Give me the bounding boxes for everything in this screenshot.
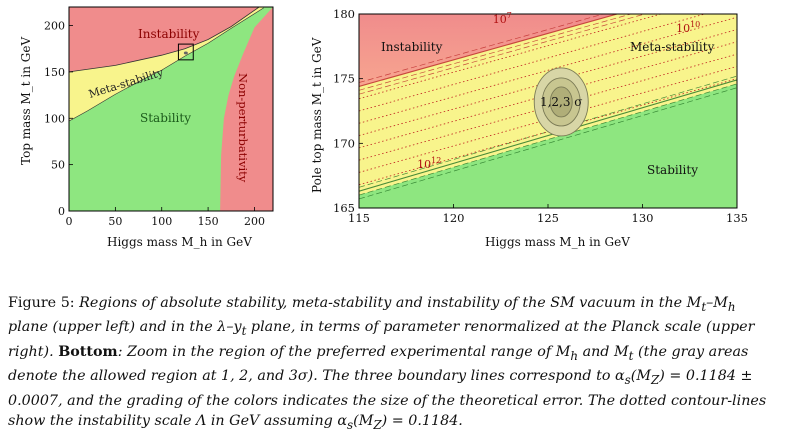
left-metastability-region — [69, 7, 264, 122]
left-y-tick-label: 50 — [51, 159, 65, 172]
right-x-axis-label: Higgs mass M_h in GeV — [485, 235, 630, 249]
right-y-tick-label: 170 — [333, 136, 355, 150]
right-error-ellipse — [533, 67, 589, 137]
left-zoom-box — [177, 43, 194, 61]
left-instability-region — [69, 7, 273, 72]
left-x-axis-label: Higgs mass M_h in GeV — [107, 235, 252, 249]
right-error-ellipse-label: 1,2,3 σ — [540, 95, 583, 109]
left-region-label-stability: Stability — [140, 111, 191, 125]
right-contour-label: 1012 — [417, 156, 441, 171]
right-axis-ticks: 115 120 125 130 135 165 170 175 180 — [333, 7, 748, 225]
left-x-tick-label: 50 — [108, 215, 122, 228]
right-boundary-line — [359, 75, 737, 188]
left-y-axis-label: Top mass M_t in GeV — [19, 37, 33, 165]
caption-label: Figure 5: — [8, 295, 75, 311]
right-contour-label: 107 — [493, 11, 512, 26]
right-contour-label: 1010 — [676, 20, 700, 35]
right-contour-line — [359, 16, 737, 124]
right-y-tick-label: 180 — [333, 7, 355, 21]
left-x-tick-label: 0 — [66, 215, 73, 228]
right-x-tick-label: 120 — [443, 211, 465, 225]
right-y-axis-label: Pole top mass M_t in GeV — [310, 37, 324, 193]
right-y-tick-label: 175 — [333, 72, 355, 86]
right-boundary-line — [359, 87, 737, 200]
right-sigma-ellipse — [549, 86, 573, 118]
left-y-tick-label: 100 — [44, 112, 65, 125]
right-boundary-line — [359, 14, 605, 83]
left-y-tick-label: 0 — [58, 205, 65, 218]
contour-label-exponent: 10 — [690, 20, 700, 29]
right-stability-region — [359, 83, 737, 208]
contour-label-exponent: 12 — [431, 156, 441, 165]
right-x-tick-label: 125 — [537, 211, 559, 225]
left-x-tick-label: 150 — [198, 215, 219, 228]
figure-caption: Figure 5: Regions of absolute stability,… — [8, 293, 780, 436]
left-stability-boundary — [69, 7, 264, 122]
left-y-tick-label: 150 — [44, 66, 65, 79]
caption-text: Regions of absolute stability, meta-stab… — [8, 295, 755, 360]
right-y-tick-label: 165 — [333, 201, 355, 215]
left-zoom-marker — [183, 51, 188, 55]
right-boundary-line — [359, 14, 620, 87]
left-instability-boundary — [69, 7, 260, 73]
left-x-tick-label: 200 — [244, 215, 265, 228]
contour-label-exponent: 7 — [507, 11, 512, 20]
contour-label-base: 10 — [493, 13, 507, 26]
right-x-tick-label: 130 — [632, 211, 654, 225]
right-contour-line — [359, 14, 707, 112]
right-x-tick-label: 115 — [348, 211, 370, 225]
left-plot-frame — [68, 6, 274, 212]
right-region-label-instability: Instability — [381, 40, 443, 54]
right-boundary-line — [359, 79, 737, 192]
caption-text-bottom: : Zoom in the region of the preferred ex… — [8, 343, 767, 433]
contour-label-base: 10 — [676, 22, 690, 35]
right-boundary-line — [359, 14, 633, 91]
left-region-label-nonperturbativity: Non-perturbativity — [236, 73, 250, 183]
left-y-tick-label: 200 — [44, 20, 65, 33]
left-axis-ticks: 0 50 100 150 200 0 50 100 150 200 — [44, 20, 265, 228]
left-x-tick-label: 100 — [151, 215, 172, 228]
contour-label-base: 10 — [417, 158, 431, 171]
right-x-tick-label: 135 — [726, 211, 748, 225]
right-region-label-metastability: Meta-stability — [630, 40, 715, 54]
right-boundary-line — [359, 14, 647, 95]
left-region-label-instability: Instability — [138, 27, 200, 41]
right-error-bands — [359, 14, 737, 200]
left-nonperturbativity-region — [220, 7, 273, 211]
caption-bottom-label: Bottom — [58, 343, 118, 360]
right-boundary-line — [359, 83, 737, 196]
right-contour-line — [359, 14, 663, 100]
right-region-label-stability: Stability — [647, 163, 698, 177]
